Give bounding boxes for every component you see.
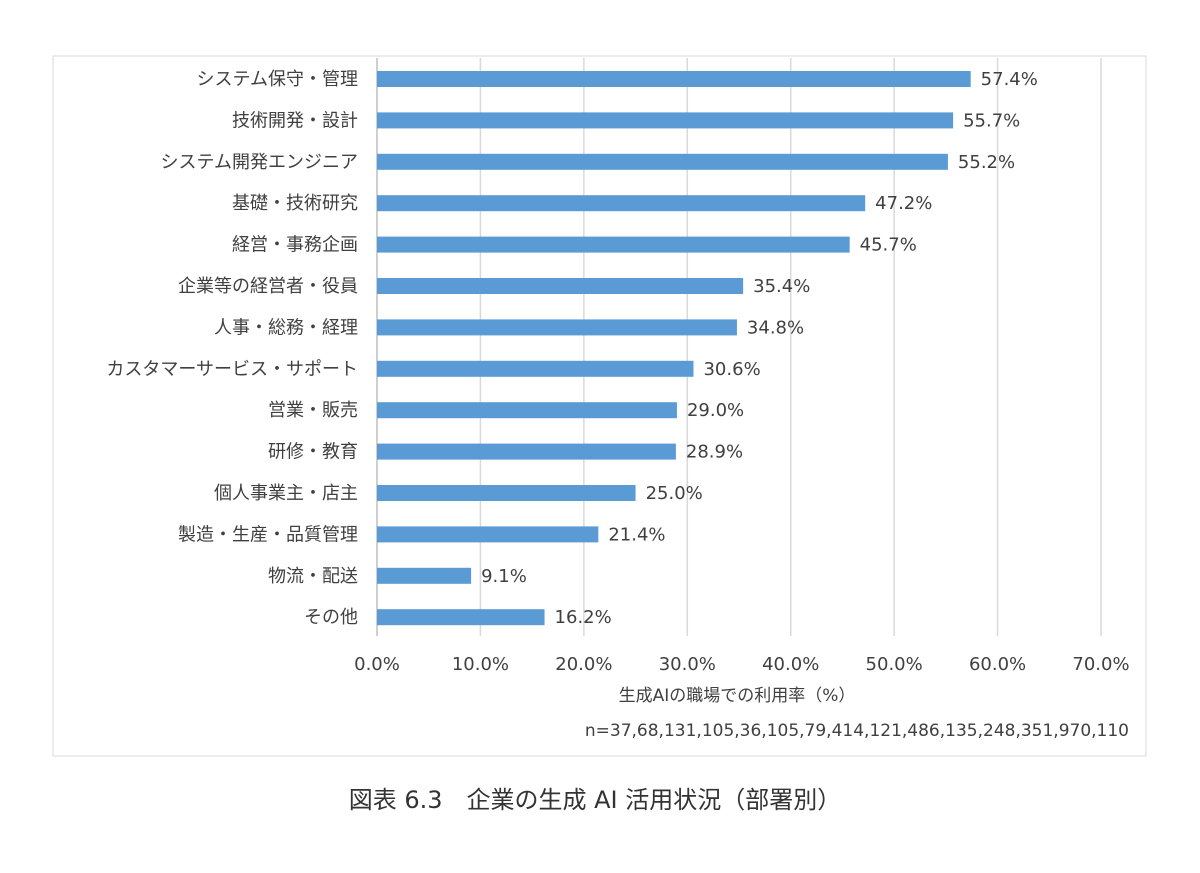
x-tick-label: 40.0% — [762, 654, 819, 675]
bar — [377, 526, 599, 543]
category-label: 経営・事務企画 — [232, 235, 358, 256]
data-label: 47.2% — [875, 193, 932, 214]
bar — [377, 153, 948, 170]
data-label: 34.8% — [747, 317, 804, 338]
data-label: 29.0% — [687, 400, 744, 421]
data-label: 21.4% — [608, 524, 665, 545]
x-tick-label: 60.0% — [969, 654, 1026, 675]
category-label: 研修・教育 — [268, 442, 358, 463]
bar — [377, 609, 545, 626]
bar — [377, 360, 694, 377]
category-label: 技術開発・設計 — [232, 110, 358, 131]
bar — [377, 485, 636, 501]
bar — [377, 319, 737, 336]
category-label: システム開発エンジニア — [161, 152, 358, 173]
bar — [377, 71, 971, 87]
x-tick-labels: 0.0% 10.0% 20.0% 30.0% 40.0% 50.0% 60.0% 70.0% — [354, 654, 1129, 675]
x-tick-label: 0.0% — [354, 654, 400, 675]
data-label: 55.2% — [958, 152, 1015, 173]
bar — [377, 567, 472, 584]
category-label: 人事・総務・経理 — [214, 317, 358, 338]
sample-size-note: n=37,68,131,105,36,105,79,414,121,486,13… — [585, 721, 1129, 741]
bar — [377, 236, 850, 253]
category-label: カスタマーサービス・サポート — [106, 359, 358, 380]
bar — [377, 278, 744, 294]
data-label: 57.4% — [981, 69, 1038, 90]
category-label: 物流・配送 — [268, 566, 358, 587]
category-labels: システム保守・管理技術開発・設計システム開発エンジニア基礎・技術研究経営・事務企… — [106, 69, 358, 628]
x-tick-label: 10.0% — [452, 654, 509, 675]
category-label: 営業・販売 — [268, 400, 358, 421]
category-label: 基礎・技術研究 — [232, 193, 358, 214]
data-label: 16.2% — [555, 607, 612, 628]
bar — [377, 402, 677, 419]
data-label: 35.4% — [753, 276, 810, 297]
data-label: 45.7% — [860, 235, 917, 256]
category-label: 製造・生産・品質管理 — [178, 524, 358, 545]
category-label: 企業等の経営者・役員 — [178, 276, 358, 297]
figure-caption: 図表 6.3 企業の生成 AI 活用状況（部署別） — [349, 786, 842, 814]
bar — [377, 112, 954, 129]
category-label: システム保守・管理 — [197, 69, 358, 90]
data-label: 9.1% — [481, 566, 527, 587]
category-label: 個人事業主・店主 — [214, 483, 358, 504]
data-label: 28.9% — [686, 442, 743, 463]
x-tick-label: 70.0% — [1072, 654, 1129, 675]
bar — [377, 195, 866, 212]
data-label: 25.0% — [646, 483, 703, 504]
value-labels: 57.4% 55.7% 55.2% 47.2% 45.7% 35.4% 34.8% 30.6%… — [481, 69, 1038, 628]
bars — [377, 71, 971, 626]
data-label: 30.6% — [703, 359, 760, 380]
category-label: その他 — [304, 607, 358, 628]
data-label: 55.7% — [963, 110, 1020, 131]
x-tick-label: 50.0% — [866, 654, 923, 675]
x-axis-title: 生成AIの職場での利用率（%） — [619, 686, 856, 706]
x-tick-label: 20.0% — [555, 654, 612, 675]
x-tick-label: 30.0% — [659, 654, 716, 675]
bar — [377, 443, 676, 460]
